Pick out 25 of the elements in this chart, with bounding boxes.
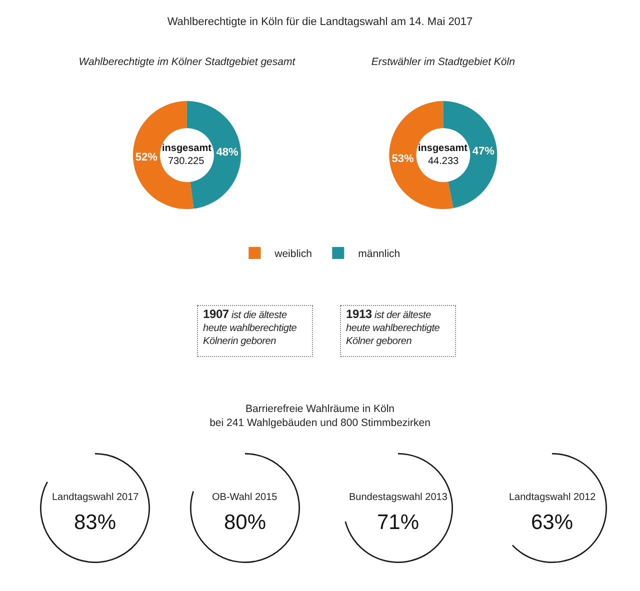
text: OB-Wahl 2015 xyxy=(212,492,278,503)
text: 44.233 xyxy=(428,156,460,167)
data-label: 83% xyxy=(74,511,116,534)
data-label: 52% xyxy=(135,152,158,164)
text: Landtagswahl 2017 xyxy=(52,492,140,503)
data-label: 63% xyxy=(531,511,574,534)
data-label: 71% xyxy=(377,511,420,534)
text: bei 241 Wahlgebäuden und 800 Stimmbezirken xyxy=(208,417,432,429)
slice-label: Wahlberechtigte im Kölner Stadtgebiet gesamt xyxy=(78,56,296,68)
text: 1913 ist der älteste heute wahlberechtigte Kölner geboren xyxy=(346,307,441,348)
legend-label: männlich xyxy=(358,248,400,260)
data-label: 47% xyxy=(472,145,495,158)
chart-title: Wahlberechtigte in Köln für die Landtagswahl am 14. Mai 2017 xyxy=(166,16,474,28)
data-label: 48% xyxy=(216,146,238,159)
text: insgesamt xyxy=(418,143,468,154)
legend-label: weiblich xyxy=(274,248,312,260)
text: 1907 ist die älteste heute wahlberechtigte Kölnerin geboren xyxy=(203,307,298,348)
text: Landtagswahl 2012 xyxy=(509,492,596,503)
text: Bundestagswahl 2013 xyxy=(349,492,448,503)
data-label: 53% xyxy=(392,152,414,165)
text: insgesamt xyxy=(162,143,212,154)
data-label: 80% xyxy=(224,511,266,534)
slice-label: Erstwähler im Stadtgebiet Köln xyxy=(370,56,516,68)
text: 730.225 xyxy=(168,156,205,167)
text: Barrierefreie Wahlräume in Köln xyxy=(244,403,396,415)
